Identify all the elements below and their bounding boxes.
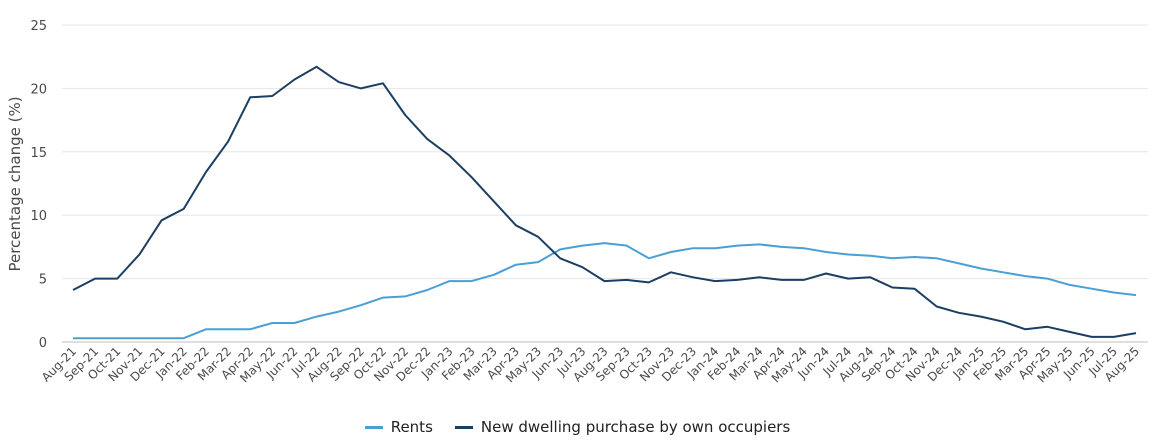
series-lines	[72, 65, 1137, 340]
y-tick-label: 15	[30, 146, 47, 161]
y-axis-ticks: 0 5 10 15 20 25	[30, 19, 47, 351]
legend-item: Rents	[364, 418, 433, 436]
series-line-rents	[73, 242, 1137, 340]
legend-label: New dwelling purchase by own occupiers	[480, 418, 791, 436]
legend-swatch	[454, 425, 473, 429]
y-tick-label: 25	[30, 19, 47, 34]
y-axis-label: Percentage change (%)	[6, 96, 24, 271]
y-tick-label: 0	[39, 336, 47, 351]
x-axis-ticks: Aug-21Sep-21Oct-21Nov-21Dec-21Jan-22Feb-…	[39, 344, 1142, 385]
gridlines	[62, 24, 1148, 343]
y-tick-label: 20	[30, 82, 47, 97]
chart-legend: Rents New dwelling purchase by own occupi…	[0, 418, 1155, 436]
series-line-new-dwelling-purchase	[72, 65, 1137, 338]
line-chart: 0 5 10 15 20 25 Aug-21Sep-21Oct-21Nov-21Dec-2…	[6, 19, 1148, 385]
y-tick-label: 5	[39, 273, 47, 288]
y-tick-label: 10	[30, 209, 47, 224]
legend-item: New dwelling purchase by own occupiers	[454, 418, 791, 436]
legend-label: Rents	[390, 418, 433, 436]
legend-swatch	[364, 425, 383, 429]
